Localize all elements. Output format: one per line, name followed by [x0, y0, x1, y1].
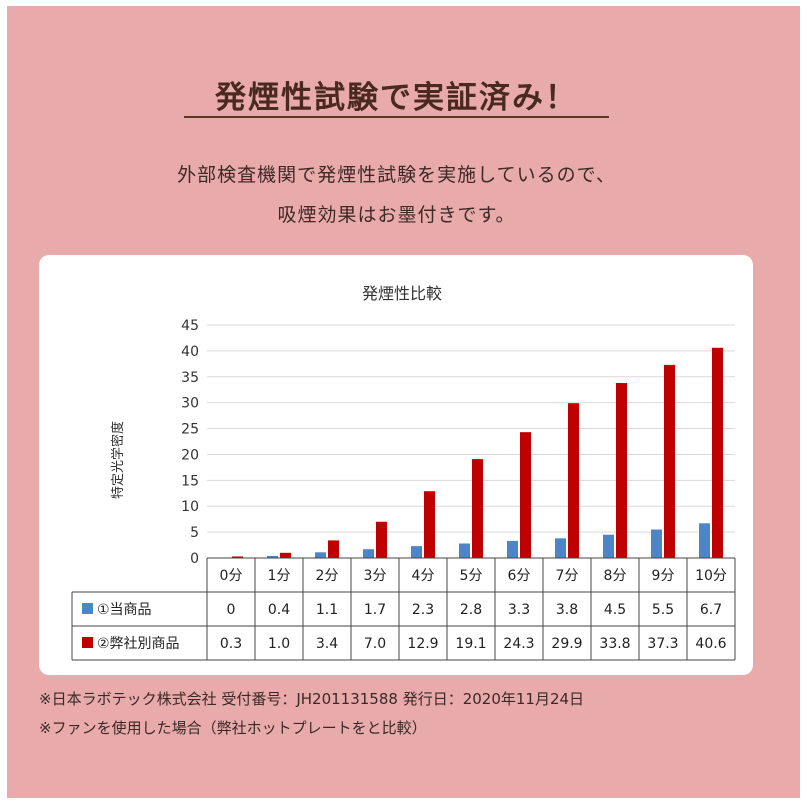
- data-label: 19.1: [455, 636, 486, 652]
- bar-series-2: [328, 540, 339, 558]
- x-tick-label: 6分: [508, 568, 531, 584]
- bar-series-2: [520, 432, 531, 558]
- bar-series-2: [376, 521, 387, 558]
- bar-series-1: [459, 543, 470, 558]
- data-label: 3.8: [556, 602, 578, 618]
- y-tick-label: 35: [181, 370, 199, 386]
- legend-swatch: [82, 603, 93, 614]
- y-tick-label: 15: [181, 473, 199, 489]
- data-label: 37.3: [647, 636, 678, 652]
- data-label: 1.0: [268, 636, 290, 652]
- data-label: 6.7: [700, 602, 722, 618]
- y-tick-label: 45: [181, 318, 199, 334]
- data-label: 1.7: [364, 602, 386, 618]
- data-label: 0.4: [268, 602, 290, 618]
- data-label: 33.8: [599, 636, 630, 652]
- headline: 発煙性試験で実証済み！: [215, 80, 578, 116]
- bar-series-1: [363, 549, 374, 558]
- x-tick-label: 5分: [460, 568, 483, 584]
- bar-series-1: [267, 555, 278, 558]
- bar-series-2: [712, 347, 723, 558]
- data-label: 3.3: [508, 602, 530, 618]
- y-tick-label: 10: [181, 499, 199, 515]
- description-line-2: 吸煙効果はお墨付きです。: [277, 204, 516, 226]
- data-label: 0.3: [220, 636, 242, 652]
- legend-swatch: [82, 637, 93, 648]
- bar-series-2: [232, 556, 243, 558]
- bar-series-2: [664, 364, 675, 558]
- data-label: 1.1: [316, 602, 338, 618]
- x-tick-label: 8分: [604, 568, 627, 584]
- chart-title: 発煙性比較: [362, 284, 442, 303]
- footnote-fan-condition: ※ファンを使用した場合（弊社ホットプレートをと比較）: [39, 719, 427, 737]
- x-tick-label: 2分: [316, 568, 339, 584]
- x-tick-label: 7分: [556, 568, 579, 584]
- x-tick-label: 10分: [695, 568, 727, 584]
- data-label: 2.3: [412, 602, 434, 618]
- x-tick-label: 1分: [268, 568, 291, 584]
- bar-series-1: [651, 529, 662, 558]
- legend-label: ②弊社別商品: [97, 636, 180, 652]
- footnote-test-info: ※日本ラボテック株式会社 受付番号：JH201131588 発行日：2020年1…: [39, 690, 585, 708]
- y-axis-label: 特定光学密度: [110, 421, 126, 499]
- data-label: 4.5: [604, 602, 626, 618]
- bar-series-2: [472, 459, 483, 558]
- data-label: 3.4: [316, 636, 338, 652]
- x-tick-label: 4分: [412, 568, 435, 584]
- smoke-comparison-chart: 発煙性比較 0 5 10 15 20 25 30 35 40 45 0分 1分 2分 3分 4分 5分 6分 7…: [71, 284, 736, 661]
- y-tick-label: 25: [181, 422, 199, 438]
- bar-series-1: [555, 538, 566, 558]
- chart-card: 発煙性比較 0 5 10 15 20 25 30 35 40 45 0分 1分 2分 3分 4分 5分 6分 7…: [39, 255, 753, 675]
- data-label: 0: [227, 602, 236, 618]
- bar-series-2: [280, 552, 291, 558]
- data-label: 40.6: [695, 636, 726, 652]
- bar-series-1: [699, 523, 710, 558]
- bar-series-2: [568, 403, 579, 558]
- bar-series-1: [411, 546, 422, 558]
- x-tick-label: 0分: [220, 568, 243, 584]
- data-label: 12.9: [407, 636, 438, 652]
- bar-series-1: [507, 540, 518, 558]
- legend-label: ①当商品: [97, 602, 152, 618]
- bar-series-1: [603, 534, 614, 558]
- bar-series-2: [424, 491, 435, 558]
- description-line-1: 外部検査機関で発煙性試験を実施しているので、: [177, 164, 616, 186]
- y-tick-label: 30: [181, 396, 199, 412]
- y-tick-label: 20: [181, 447, 199, 463]
- data-label: 7.0: [364, 636, 386, 652]
- headline-underline: [184, 116, 609, 118]
- data-label: 24.3: [503, 636, 534, 652]
- data-label: 2.8: [460, 602, 482, 618]
- bar-series-2: [616, 382, 627, 558]
- y-tick-label: 40: [181, 344, 199, 360]
- data-label: 29.9: [551, 636, 582, 652]
- y-tick-label: 5: [190, 525, 199, 541]
- bar-series-1: [315, 552, 326, 558]
- y-tick-label: 0: [190, 551, 199, 567]
- x-tick-label: 9分: [652, 568, 675, 584]
- data-label: 5.5: [652, 602, 674, 618]
- x-tick-label: 3分: [364, 568, 387, 584]
